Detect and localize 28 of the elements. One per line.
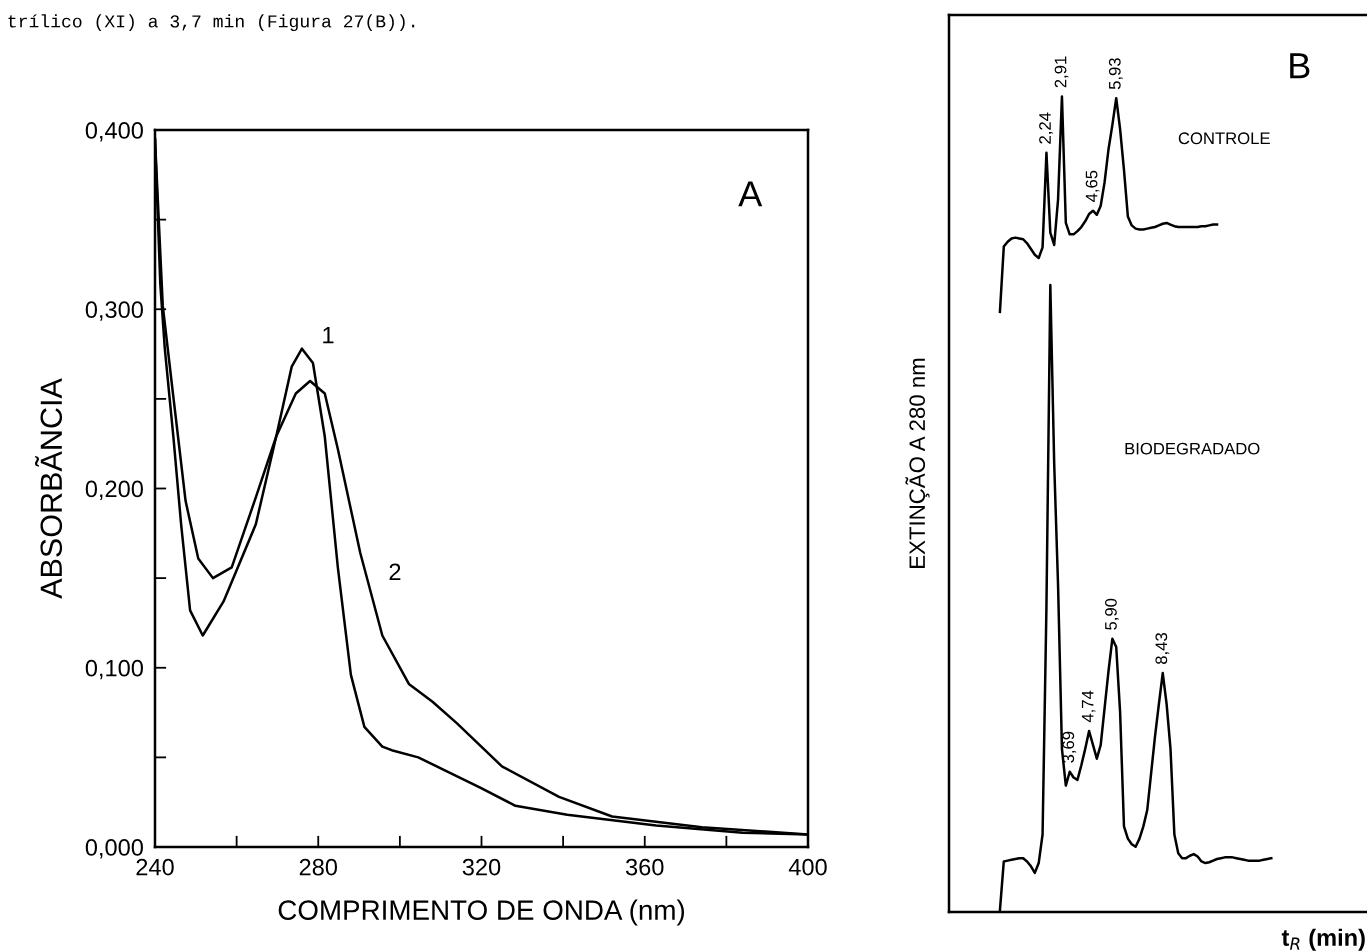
y-axis-title: EXTINÇÃO A 280 nm <box>905 358 930 568</box>
annotation: 4,74 <box>1081 690 1096 723</box>
y-tick-label: 0,300 <box>85 301 143 321</box>
x-axis-title: t$_{R}$ (min) <box>1281 928 1365 951</box>
x-axis-title: COMPRIMENTO DE ONDA (nm) <box>278 899 685 926</box>
text: 2,91 <box>1054 56 1069 88</box>
annotation: 8,43 <box>1155 633 1170 665</box>
y-axis-title: ABSORBÃNCIA <box>34 378 63 599</box>
y-tick-label: 0,000 <box>85 839 143 859</box>
text: B <box>1290 53 1310 79</box>
annotation: 4,65 <box>1085 170 1100 202</box>
annotation: BIODEGRADADO <box>1125 442 1260 455</box>
annotation: CONTROLE <box>1178 132 1270 145</box>
x-tick-label: 240 <box>136 858 174 876</box>
x-tick-label: 280 <box>299 858 338 876</box>
text: A <box>738 181 763 207</box>
annotation: 5,90 <box>1105 598 1119 630</box>
text: 5,93 <box>1108 58 1123 90</box>
y-tick-label: 0,100 <box>85 659 143 680</box>
annotation: 1 <box>323 327 334 344</box>
text: trílico (XI) a 3,7 min (Figura 27(B)). <box>8 14 415 32</box>
x-tick-label: 360 <box>625 858 664 876</box>
y-tick-label: 0,200 <box>85 480 143 501</box>
x-tick-label: 320 <box>462 858 501 876</box>
annotation: 2 <box>389 563 401 580</box>
y-tick-label: 0,400 <box>85 122 143 142</box>
annotation: 2,24 <box>1039 112 1053 144</box>
x-tick-label: 400 <box>788 858 827 876</box>
